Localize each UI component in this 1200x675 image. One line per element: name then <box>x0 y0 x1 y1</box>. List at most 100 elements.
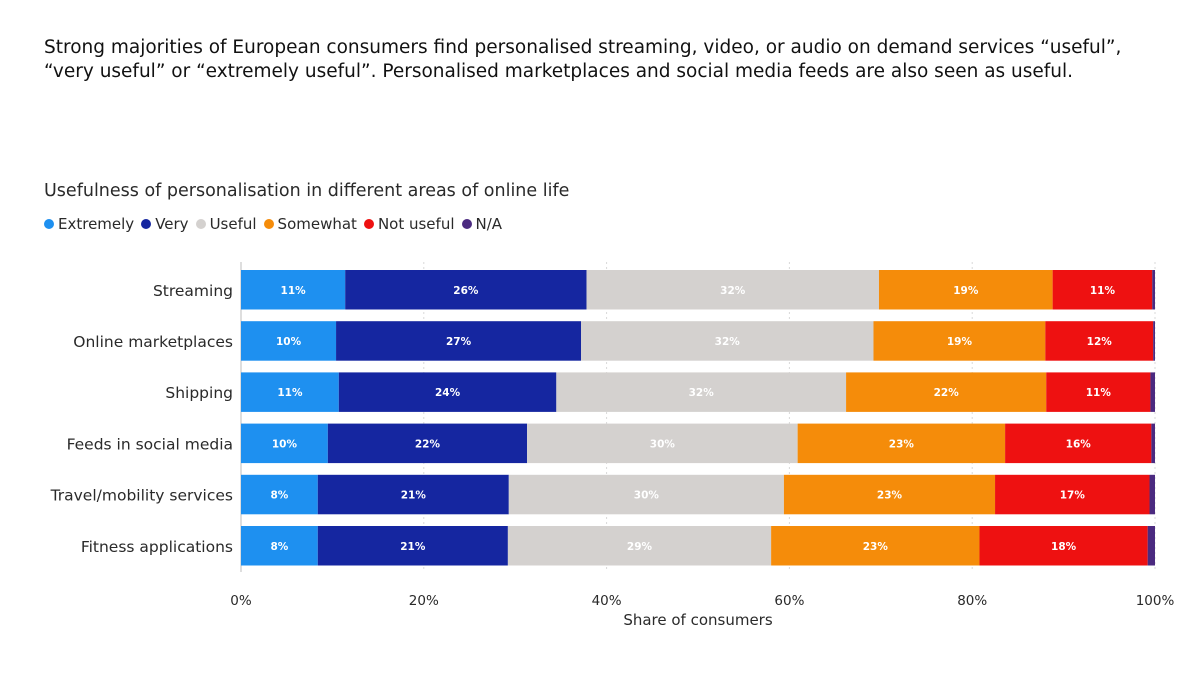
data-label: 11% <box>277 387 303 399</box>
legend-item[interactable]: Somewhat <box>263 215 357 233</box>
bar-segment-n-a <box>1150 372 1155 412</box>
bar-segment-very <box>317 526 508 566</box>
x-tick-label: 0% <box>230 593 252 609</box>
data-label: 23% <box>889 438 915 450</box>
data-label: 23% <box>877 490 903 502</box>
bar-segment-useful <box>527 423 798 464</box>
bar-segment-somewhat <box>771 526 980 566</box>
data-label: 12% <box>1087 336 1113 348</box>
bar-segment-very <box>327 423 528 464</box>
data-label: 21% <box>401 490 427 502</box>
legend-marker <box>195 219 206 229</box>
bar-segment-not-useful <box>979 526 1148 566</box>
data-label: 32% <box>689 387 715 399</box>
legend-marker <box>363 219 374 229</box>
bar-segment-extremely <box>241 372 339 412</box>
category-label: Feeds in social media <box>67 435 233 453</box>
data-label: 17% <box>1060 490 1086 502</box>
data-label: 26% <box>453 285 479 297</box>
category-label: Travel/mobility services <box>50 487 233 505</box>
bar-segment-not-useful <box>1052 270 1153 310</box>
bar-segment-somewhat <box>846 372 1047 412</box>
data-label: 22% <box>415 438 441 450</box>
bar-segment-somewhat <box>783 474 996 515</box>
bar-segment-n-a <box>1152 270 1155 310</box>
data-label: 30% <box>634 490 660 502</box>
legend-marker <box>141 219 152 229</box>
data-label: 8% <box>270 541 288 553</box>
data-label: 8% <box>270 490 288 502</box>
legend-item[interactable]: Extremely <box>44 215 134 233</box>
x-tick-label: 100% <box>1136 593 1175 609</box>
legend-marker <box>263 219 274 229</box>
data-label: 16% <box>1066 438 1092 450</box>
data-label: 21% <box>400 541 426 553</box>
data-label: 19% <box>953 285 979 297</box>
bar-segment-very <box>345 270 587 310</box>
bar-segment-useful <box>581 321 874 361</box>
category-label: Fitness applications <box>81 538 233 556</box>
legend-marker <box>461 219 472 229</box>
bar-segment-very <box>336 321 582 361</box>
bar-segment-useful <box>508 474 784 515</box>
bar-segment-somewhat <box>878 270 1053 310</box>
x-tick-label: 60% <box>774 593 804 609</box>
legend-label: Useful <box>209 215 257 233</box>
legend-item[interactable]: N/A <box>461 215 503 233</box>
legend-label: N/A <box>475 215 503 233</box>
chart-title: Usefulness of personalisation in differe… <box>44 181 570 201</box>
x-tick-label: 40% <box>592 593 622 609</box>
x-tick-label: 80% <box>957 593 987 609</box>
legend-item[interactable]: Very <box>141 215 189 233</box>
bar-segment-very <box>317 474 509 515</box>
legend-label: Not useful <box>377 215 455 233</box>
data-label: 10% <box>272 438 298 450</box>
category-label: Shipping <box>165 384 233 402</box>
bar-segment-extremely <box>241 423 328 464</box>
data-label: 32% <box>720 285 746 297</box>
x-axis-title: Share of consumers <box>623 611 773 629</box>
data-label: 29% <box>627 541 653 553</box>
bar-segment-somewhat <box>873 321 1046 361</box>
bar-segment-n-a <box>1149 474 1155 515</box>
bar-segment-n-a <box>1151 423 1155 464</box>
bar-segment-useful <box>507 526 772 566</box>
data-label: 23% <box>863 541 889 553</box>
bar-segment-extremely <box>241 526 318 566</box>
bar-segment-somewhat <box>797 423 1006 464</box>
legend-label: Very <box>155 215 189 233</box>
x-tick-label: 20% <box>409 593 439 609</box>
data-label: 32% <box>715 336 741 348</box>
bar-segment-not-useful <box>1045 321 1154 361</box>
data-label: 10% <box>276 336 302 348</box>
bar-segment-extremely <box>241 474 318 515</box>
data-label: 24% <box>435 387 461 399</box>
legend-item[interactable]: Not useful <box>363 215 455 233</box>
data-label: 11% <box>1090 285 1116 297</box>
legend-item[interactable]: Useful <box>195 215 257 233</box>
legend-label: Somewhat <box>277 215 357 233</box>
bar-segment-extremely <box>241 270 346 310</box>
data-label: 18% <box>1051 541 1077 553</box>
legend-label: Extremely <box>58 215 135 233</box>
bar-segment-not-useful <box>1046 372 1151 412</box>
bar-segment-n-a <box>1153 321 1155 361</box>
bar-segment-n-a <box>1147 526 1155 566</box>
category-label: Online marketplaces <box>73 333 233 351</box>
bar-segment-useful <box>556 372 847 412</box>
category-label: Streaming <box>153 282 233 300</box>
data-label: 19% <box>947 336 973 348</box>
bar-segment-useful <box>586 270 879 310</box>
bar-segment-not-useful <box>1005 423 1152 464</box>
bar-segment-very <box>338 372 557 412</box>
legend: Extremely Very Useful Somewhat Not useful N/A <box>44 215 509 233</box>
headline: Strong majorities of European consumers … <box>44 37 1122 82</box>
bar-segment-extremely <box>241 321 337 361</box>
data-label: 30% <box>650 438 676 450</box>
bar-segment-not-useful <box>995 474 1150 515</box>
data-label: 22% <box>934 387 960 399</box>
data-label: 27% <box>446 336 472 348</box>
data-label: 11% <box>281 285 307 297</box>
data-label: 11% <box>1086 387 1112 399</box>
